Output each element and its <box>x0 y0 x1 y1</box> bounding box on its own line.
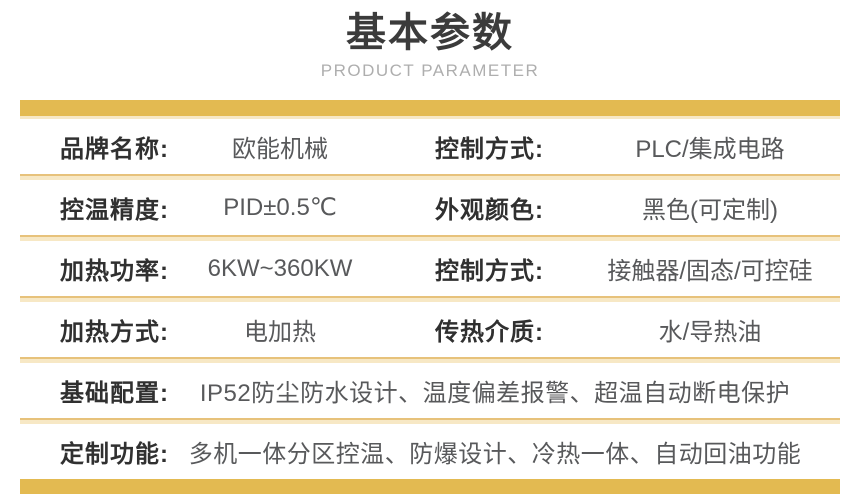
top-accent-bar <box>20 100 840 119</box>
table-row-power-control: 加热功率: 6KW~360KW 控制方式: 接触器/固态/可控硅 <box>20 241 840 296</box>
param-label: 定制功能: <box>60 441 169 468</box>
param-value: 电加热 <box>244 319 316 346</box>
param-label: 控制方式: <box>435 136 544 163</box>
param-label: 加热功率: <box>60 258 169 285</box>
parameter-table: 品牌名称: 欧能机械 控制方式: PLC/集成电路 控温精度: PID±0.5℃… <box>20 100 840 494</box>
param-label: 控温精度: <box>60 197 169 224</box>
page-header: 基本参数 PRODUCT PARAMETER <box>0 0 860 100</box>
row-divider <box>20 357 840 363</box>
row-divider <box>20 235 840 241</box>
table-row-precision-color: 控温精度: PID±0.5℃ 外观颜色: 黑色(可定制) <box>20 180 840 235</box>
param-value: 6KW~360KW <box>207 254 353 282</box>
param-label: 加热方式: <box>60 319 169 346</box>
table-row-brand-control: 品牌名称: 欧能机械 控制方式: PLC/集成电路 <box>20 119 840 174</box>
row-divider <box>20 174 840 180</box>
row-divider <box>20 418 840 424</box>
param-value: PID±0.5℃ <box>223 194 337 221</box>
param-label: 控制方式: <box>435 258 544 285</box>
param-label: 品牌名称: <box>60 136 169 163</box>
param-label: 外观颜色: <box>435 197 544 224</box>
param-label: 传热介质: <box>435 319 544 346</box>
table-row-custom-functions: 定制功能: 多机一体分区控温、防爆设计、冷热一体、自动回油功能 <box>20 424 840 479</box>
table-row-heating-medium: 加热方式: 电加热 传热介质: 水/导热油 <box>20 302 840 357</box>
bottom-accent-bar <box>20 479 840 494</box>
param-value: IP52防尘防水设计、温度偏差报警、超温自动断电保护 <box>199 380 791 407</box>
param-label: 基础配置: <box>60 380 169 407</box>
param-value: 黑色(可定制) <box>642 197 778 224</box>
param-value: 多机一体分区控温、防爆设计、冷热一体、自动回油功能 <box>188 441 802 468</box>
param-value: 欧能机械 <box>232 136 328 163</box>
page-subtitle: PRODUCT PARAMETER <box>320 61 540 80</box>
page-title: 基本参数 <box>346 11 514 55</box>
table-row-basic-config: 基础配置: IP52防尘防水设计、温度偏差报警、超温自动断电保护 <box>20 363 840 418</box>
param-value: 接触器/固态/可控硅 <box>607 258 813 285</box>
param-value: PLC/集成电路 <box>635 136 785 163</box>
param-value: 水/导热油 <box>658 319 762 346</box>
row-divider <box>20 296 840 302</box>
